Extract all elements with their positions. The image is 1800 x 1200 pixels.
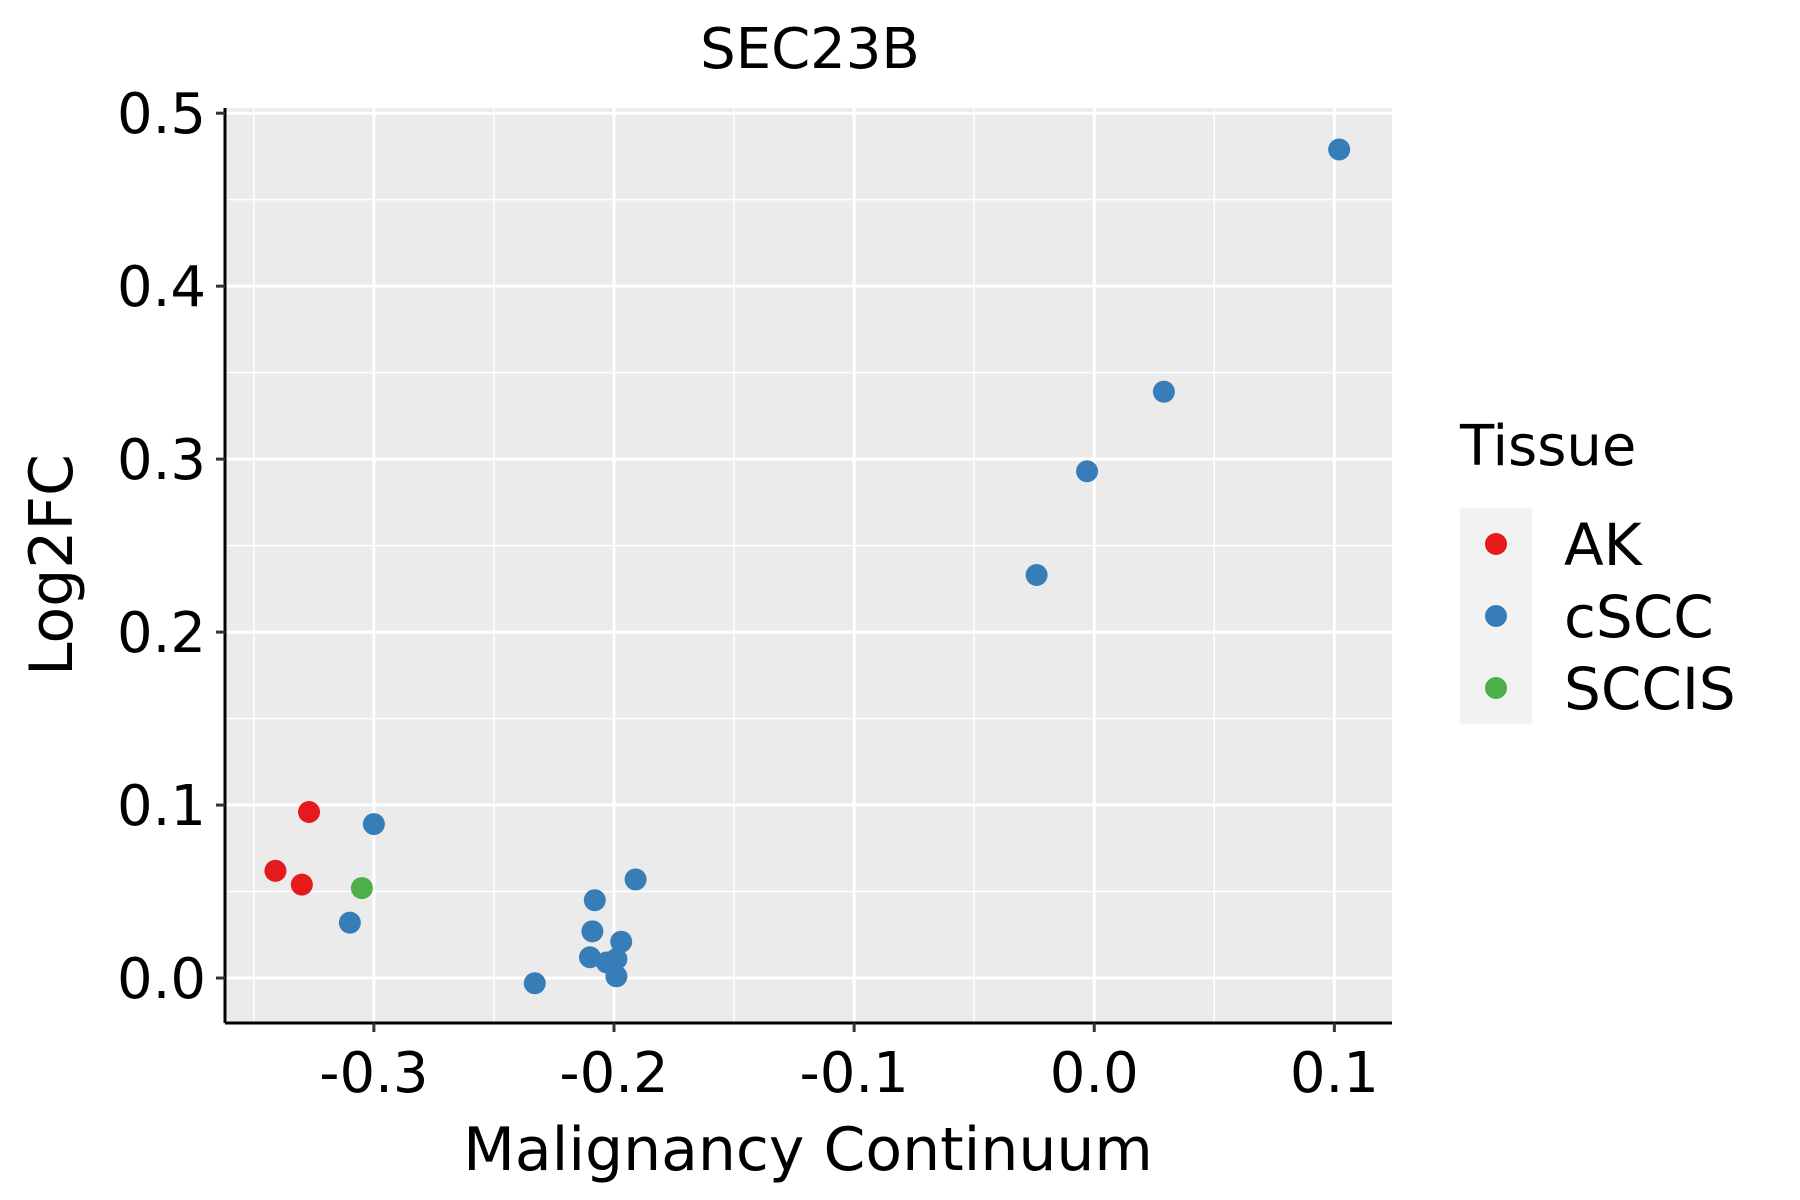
y-tick-label: 0.2	[117, 601, 206, 666]
legend-label-cscc: cSCC	[1564, 583, 1714, 651]
grid-minor	[225, 108, 1392, 1023]
point-cscc	[578, 946, 601, 969]
point-cscc	[610, 930, 633, 953]
point-cscc	[1328, 138, 1351, 161]
point-cscc	[1152, 380, 1175, 403]
x-axis-ticks: -0.3 -0.2 -0.1 0.0 0.1	[319, 1023, 1379, 1106]
y-tick-label: 0.5	[117, 82, 206, 147]
y-axis-label: Log2FC	[17, 454, 87, 676]
point-ak	[298, 800, 321, 823]
point-cscc	[338, 911, 361, 934]
y-tick-label: 0.3	[117, 428, 206, 493]
legend-key-ak	[1485, 533, 1507, 555]
x-tick-label: -0.2	[559, 1041, 668, 1106]
point-ak	[264, 859, 287, 882]
x-tick-label: 0.1	[1290, 1041, 1379, 1106]
point-cscc	[605, 965, 628, 988]
y-tick-label: 0.0	[117, 947, 206, 1012]
point-ak	[290, 873, 313, 896]
x-tick-label: -0.3	[319, 1041, 428, 1106]
plot-panel	[225, 108, 1392, 1023]
legend-title: Tissue	[1459, 414, 1636, 479]
point-cscc	[605, 948, 628, 971]
y-tick-label: 0.4	[117, 255, 206, 320]
legend-label-sccis: SCCIS	[1564, 655, 1736, 723]
x-tick-label: 0.0	[1050, 1041, 1139, 1106]
point-cscc	[523, 972, 546, 995]
x-axis-label: Malignancy Continuum	[463, 1115, 1153, 1185]
point-sccis	[350, 877, 373, 900]
legend-key-cscc	[1485, 605, 1507, 627]
point-cscc	[583, 889, 606, 912]
x-tick-label: -0.1	[799, 1041, 908, 1106]
point-cscc	[1076, 460, 1099, 483]
point-cscc	[581, 920, 604, 943]
chart-title: SEC23B	[700, 17, 920, 82]
data-points	[264, 138, 1351, 995]
y-tick-label: 0.1	[117, 774, 206, 839]
point-cscc	[1025, 564, 1048, 587]
point-cscc	[362, 813, 385, 836]
point-cscc	[624, 868, 647, 891]
grid-major	[225, 108, 1392, 1023]
legend-label-ak: AK	[1564, 511, 1644, 579]
legend-key-sccis	[1485, 677, 1507, 699]
y-axis-ticks: 0.0 0.1 0.2 0.3 0.4 0.5	[117, 82, 225, 1012]
